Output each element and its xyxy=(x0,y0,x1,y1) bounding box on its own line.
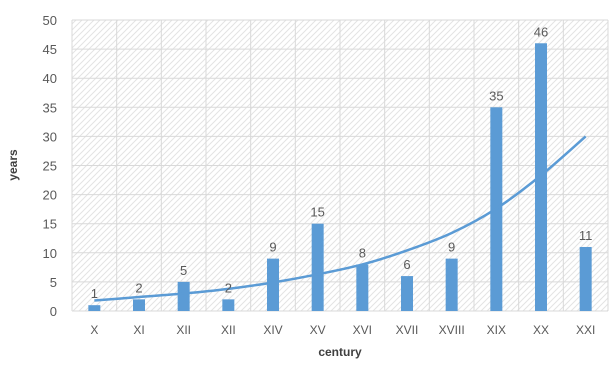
y-tick-label: 15 xyxy=(43,217,57,232)
bar xyxy=(267,258,279,311)
x-tick-label: XI xyxy=(133,323,144,337)
data-label: 9 xyxy=(448,240,455,255)
x-tick-label: XII xyxy=(221,323,236,337)
data-label: 46 xyxy=(534,24,548,39)
data-label: 2 xyxy=(135,280,142,295)
x-tick-label: XVI xyxy=(353,323,372,337)
y-tick-label: 45 xyxy=(43,42,57,57)
data-label: 15 xyxy=(310,205,324,220)
x-tick-label: XIV xyxy=(263,323,282,337)
x-tick-label: XIX xyxy=(487,323,506,337)
y-tick-label: 5 xyxy=(50,275,57,290)
y-tick-label: 40 xyxy=(43,71,57,86)
data-label: 9 xyxy=(269,240,276,255)
bar xyxy=(445,258,458,311)
y-tick-label: 20 xyxy=(43,188,57,203)
y-tick-label: 50 xyxy=(43,13,57,28)
grid xyxy=(71,19,609,312)
x-tick-label: XXI xyxy=(576,323,595,337)
y-tick-label: 10 xyxy=(43,246,57,261)
data-label: 11 xyxy=(579,228,593,243)
bar xyxy=(401,276,413,311)
x-tick-label: XX xyxy=(533,323,549,337)
bar xyxy=(356,264,369,311)
x-axis-title: century xyxy=(318,345,362,359)
bar xyxy=(311,223,324,311)
y-tick-label: 0 xyxy=(50,304,57,319)
bar xyxy=(177,281,190,311)
data-label: 8 xyxy=(359,245,366,260)
bar xyxy=(133,299,145,311)
x-tick-label: XII xyxy=(176,323,191,337)
data-label: 1 xyxy=(91,286,98,301)
bars xyxy=(88,43,592,311)
data-label: 35 xyxy=(489,88,503,103)
x-tick-label: XVII xyxy=(396,323,419,337)
bar xyxy=(222,299,235,311)
y-tick-label: 25 xyxy=(43,159,57,174)
data-labels: 1 2 5 2 9 15 8 6 9 35 46 11 xyxy=(91,24,593,301)
y-tick-label: 30 xyxy=(43,129,57,144)
x-tick-label: XVIII xyxy=(439,323,465,337)
x-tick-label: XV xyxy=(310,323,326,337)
data-label: 6 xyxy=(403,257,410,272)
x-tick-label: X xyxy=(90,323,98,337)
x-axis-ticks: X XI XII XII XIV XV XVI XVII XVIII XIX XX XXI xyxy=(90,323,595,337)
y-axis-title: years xyxy=(6,149,20,181)
bar xyxy=(88,305,101,311)
trendline xyxy=(94,135,587,302)
bar xyxy=(579,246,592,311)
data-label: 5 xyxy=(180,263,187,278)
data-label: 2 xyxy=(225,280,232,295)
bar xyxy=(535,43,547,311)
y-tick-label: 35 xyxy=(43,100,57,115)
y-axis-ticks: 0 5 10 15 20 25 30 35 40 45 50 xyxy=(43,13,57,319)
